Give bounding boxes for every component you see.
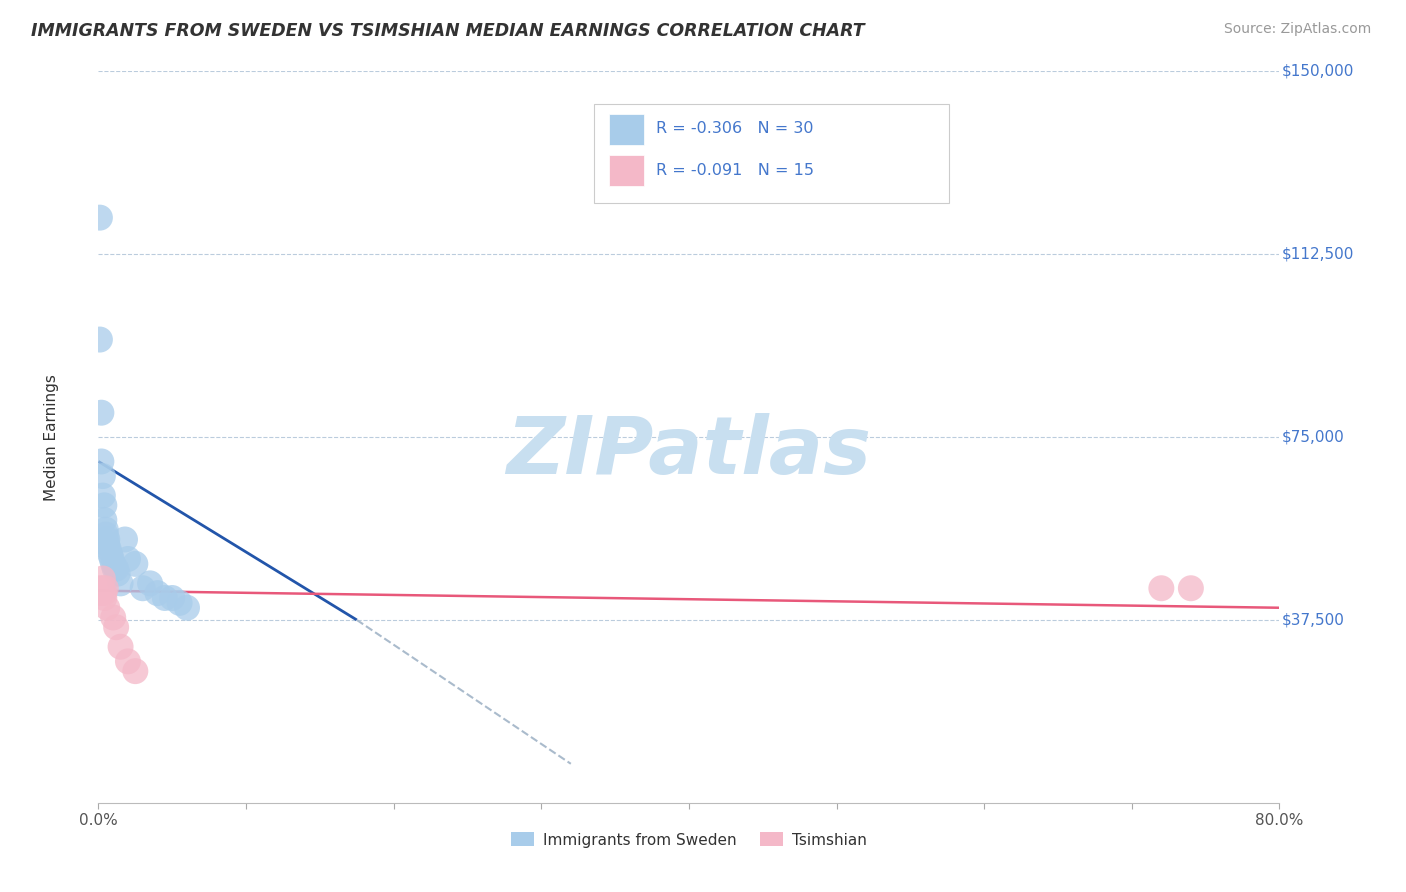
Point	[107, 566, 129, 581]
FancyBboxPatch shape	[595, 104, 949, 203]
Point	[124, 664, 146, 678]
Point	[132, 581, 155, 595]
Point	[93, 499, 115, 513]
Point	[176, 600, 198, 615]
Point	[153, 591, 176, 605]
Point	[90, 406, 112, 420]
Point	[91, 572, 114, 586]
Text: ZIPatlas: ZIPatlas	[506, 413, 872, 491]
Point	[94, 523, 117, 537]
Point	[94, 581, 117, 595]
Bar	[609, 114, 644, 145]
Point	[91, 489, 114, 503]
Point	[96, 533, 118, 547]
Point	[91, 581, 114, 595]
Point	[1150, 581, 1173, 595]
Point	[146, 586, 169, 600]
Text: IMMIGRANTS FROM SWEDEN VS TSIMSHIAN MEDIAN EARNINGS CORRELATION CHART: IMMIGRANTS FROM SWEDEN VS TSIMSHIAN MEDI…	[31, 22, 865, 40]
Point	[90, 454, 112, 468]
Point	[93, 591, 115, 605]
Point	[91, 469, 114, 483]
Text: $112,500: $112,500	[1282, 247, 1354, 261]
Point	[117, 654, 139, 668]
Text: Median Earnings: Median Earnings	[44, 374, 59, 500]
Point	[110, 640, 132, 654]
Text: Source: ZipAtlas.com: Source: ZipAtlas.com	[1223, 22, 1371, 37]
Point	[100, 552, 122, 566]
Text: $150,000: $150,000	[1282, 64, 1354, 78]
Point	[162, 591, 183, 605]
Point	[105, 620, 128, 634]
Point	[93, 586, 115, 600]
Point	[94, 527, 117, 541]
Point	[124, 557, 146, 571]
Point	[110, 576, 132, 591]
Point	[1180, 581, 1202, 595]
Point	[96, 600, 118, 615]
Point	[97, 542, 120, 557]
Point	[90, 586, 112, 600]
Point	[139, 576, 162, 591]
Point	[89, 581, 111, 595]
Text: $37,500: $37,500	[1282, 613, 1344, 627]
Point	[89, 333, 111, 347]
Point	[169, 596, 191, 610]
Point	[96, 537, 118, 551]
Text: R = -0.306   N = 30: R = -0.306 N = 30	[655, 121, 813, 136]
Point	[89, 211, 111, 225]
Point	[117, 552, 139, 566]
Text: R = -0.091   N = 15: R = -0.091 N = 15	[655, 162, 814, 178]
Bar	[609, 155, 644, 186]
Text: $75,000: $75,000	[1282, 430, 1344, 444]
Legend: Immigrants from Sweden, Tsimshian: Immigrants from Sweden, Tsimshian	[505, 826, 873, 854]
Point	[105, 562, 128, 576]
Point	[104, 562, 127, 576]
Point	[93, 513, 115, 527]
Point	[98, 547, 121, 561]
Point	[103, 610, 125, 624]
Point	[114, 533, 136, 547]
Point	[103, 557, 125, 571]
